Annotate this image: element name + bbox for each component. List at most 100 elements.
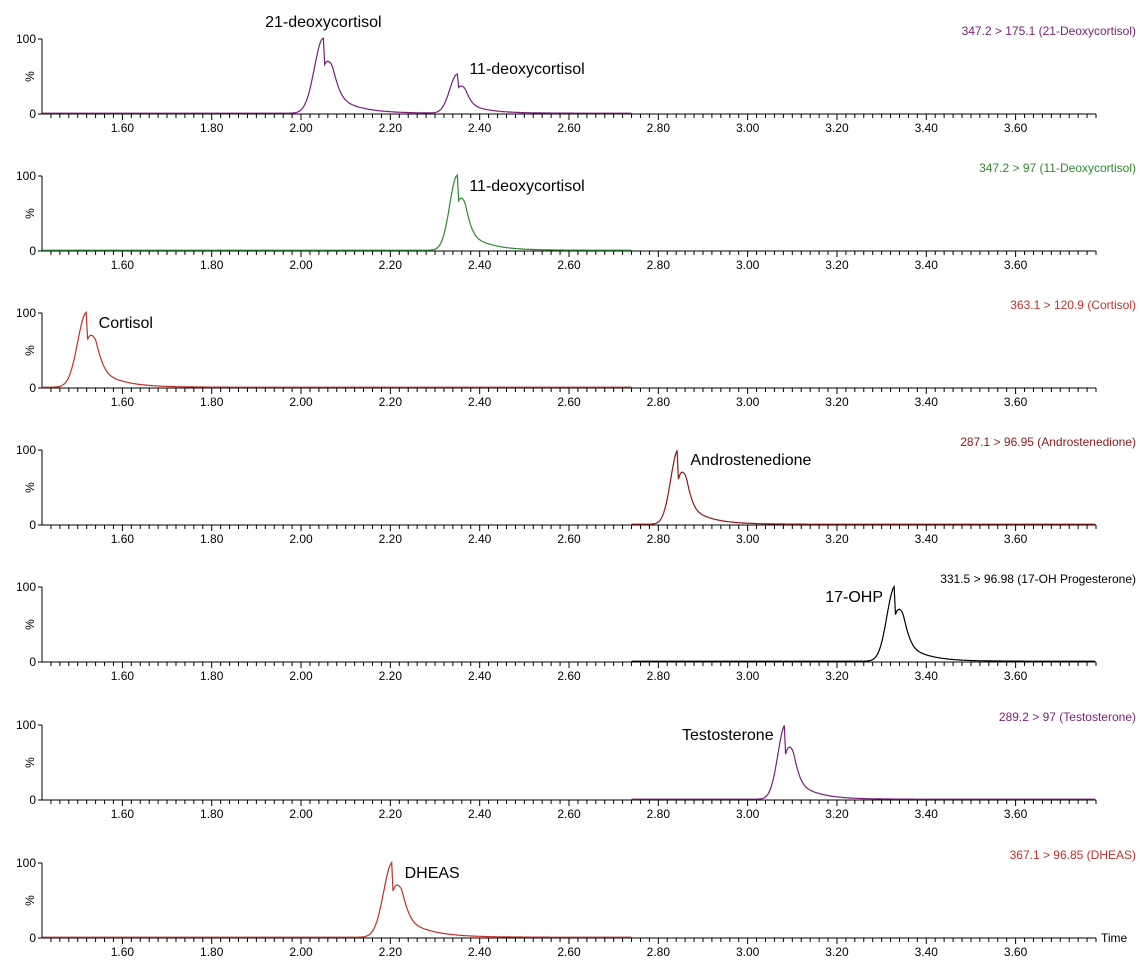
trace-title: 331.5 > 96.98 (17-OH Progesterone) <box>940 572 1136 586</box>
y-tick-label: 0 <box>29 518 36 532</box>
x-tick-label: 2.40 <box>468 532 492 546</box>
trace-title: 367.1 > 96.85 (DHEAS) <box>1010 848 1136 862</box>
x-tick-label: 1.60 <box>111 945 135 959</box>
x-tick-label: 3.20 <box>825 532 849 546</box>
x-tick-label: 3.60 <box>1004 395 1028 409</box>
y-tick-label: 100 <box>16 443 36 457</box>
x-axis-title: Time <box>1101 931 1128 945</box>
x-tick-label: 2.60 <box>557 258 581 272</box>
x-tick-label: 1.80 <box>200 532 224 546</box>
x-tick-label: 2.40 <box>468 395 492 409</box>
peak-label: Cortisol <box>99 315 153 332</box>
y-tick-label: 0 <box>29 655 36 669</box>
x-tick-label: 3.40 <box>915 532 939 546</box>
chromatogram-trace <box>42 310 632 388</box>
x-tick-label: 2.00 <box>289 807 313 821</box>
x-tick-label: 2.40 <box>468 669 492 683</box>
peak-label: 21-deoxycortisol <box>265 14 382 31</box>
x-tick-label: 2.00 <box>289 945 313 959</box>
x-tick-label: 2.80 <box>647 121 671 135</box>
x-tick-label: 2.20 <box>379 532 403 546</box>
x-tick-label: 1.80 <box>200 121 224 135</box>
y-axis-unit: % <box>23 757 37 768</box>
x-tick-label: 3.60 <box>1004 807 1028 821</box>
x-tick-label: 1.60 <box>111 121 135 135</box>
x-tick-label: 3.40 <box>915 669 939 683</box>
x-tick-label: 3.20 <box>825 395 849 409</box>
x-tick-label: 2.00 <box>289 258 313 272</box>
x-tick-label: 2.40 <box>468 121 492 135</box>
x-tick-label: 2.60 <box>557 807 581 821</box>
chromatogram-trace <box>631 725 1096 800</box>
y-tick-label: 0 <box>29 793 36 807</box>
peak-label: Testosterone <box>682 727 774 744</box>
x-tick-label: 2.40 <box>468 258 492 272</box>
x-tick-label: 3.60 <box>1004 532 1028 546</box>
x-tick-label: 2.80 <box>647 807 671 821</box>
chromatogram-trace <box>631 584 1096 662</box>
x-tick-label: 1.80 <box>200 669 224 683</box>
x-tick-label: 3.00 <box>736 532 760 546</box>
peak-label: 11-deoxycortisol <box>469 178 584 195</box>
x-tick-label: 3.40 <box>915 395 939 409</box>
y-tick-label: 100 <box>16 856 36 870</box>
x-tick-label: 2.80 <box>647 395 671 409</box>
x-tick-label: 2.60 <box>557 669 581 683</box>
x-tick-label: 3.00 <box>736 395 760 409</box>
x-tick-label: 3.40 <box>915 121 939 135</box>
x-tick-label: 1.60 <box>111 669 135 683</box>
peak-label: DHEAS <box>405 865 460 882</box>
x-tick-label: 3.40 <box>915 945 939 959</box>
x-tick-label: 2.60 <box>557 395 581 409</box>
y-tick-label: 0 <box>29 244 36 258</box>
x-tick-label: 3.20 <box>825 669 849 683</box>
chromatogram-trace <box>42 860 632 938</box>
x-tick-label: 2.80 <box>647 532 671 546</box>
y-tick-label: 0 <box>29 931 36 945</box>
x-tick-label: 3.20 <box>825 258 849 272</box>
y-tick-label: 0 <box>29 107 36 121</box>
x-tick-label: 2.20 <box>379 945 403 959</box>
chromatogram-trace <box>42 173 632 251</box>
trace-title: 347.2 > 97 (11-Deoxycortisol) <box>979 161 1136 175</box>
x-tick-label: 2.20 <box>379 669 403 683</box>
y-axis-unit: % <box>23 208 37 219</box>
y-axis-unit: % <box>23 619 37 630</box>
x-tick-label: 1.60 <box>111 258 135 272</box>
x-tick-label: 3.20 <box>825 121 849 135</box>
x-tick-label: 2.00 <box>289 121 313 135</box>
chromatogram-trace <box>631 450 1096 525</box>
x-tick-label: 3.40 <box>915 258 939 272</box>
x-tick-label: 1.80 <box>200 258 224 272</box>
y-axis-unit: % <box>23 71 37 82</box>
x-tick-label: 2.20 <box>379 395 403 409</box>
x-tick-label: 2.20 <box>379 258 403 272</box>
peak-label: Androstenedione <box>690 452 811 469</box>
trace-title: 347.2 > 175.1 (21-Deoxycortisol) <box>962 24 1136 38</box>
x-tick-label: 3.60 <box>1004 258 1028 272</box>
x-tick-label: 2.00 <box>289 669 313 683</box>
y-axis-unit: % <box>23 345 37 356</box>
y-axis-unit: % <box>23 895 37 906</box>
y-tick-label: 100 <box>16 718 36 732</box>
x-tick-label: 3.00 <box>736 669 760 683</box>
peak-label: 17-OHP <box>825 589 883 606</box>
y-tick-label: 100 <box>16 169 36 183</box>
chromatogram-trace <box>42 37 632 114</box>
x-tick-label: 2.60 <box>557 532 581 546</box>
x-tick-label: 3.60 <box>1004 669 1028 683</box>
y-tick-label: 0 <box>29 381 36 395</box>
y-axis-unit: % <box>23 482 37 493</box>
x-tick-label: 3.00 <box>736 121 760 135</box>
x-tick-label: 2.80 <box>647 669 671 683</box>
x-tick-label: 2.20 <box>379 807 403 821</box>
x-tick-label: 2.80 <box>647 258 671 272</box>
x-tick-label: 2.40 <box>468 945 492 959</box>
x-tick-label: 2.00 <box>289 395 313 409</box>
y-tick-label: 100 <box>16 580 36 594</box>
x-tick-label: 3.00 <box>736 807 760 821</box>
trace-title: 363.1 > 120.9 (Cortisol) <box>1010 298 1136 312</box>
x-tick-label: 1.60 <box>111 395 135 409</box>
